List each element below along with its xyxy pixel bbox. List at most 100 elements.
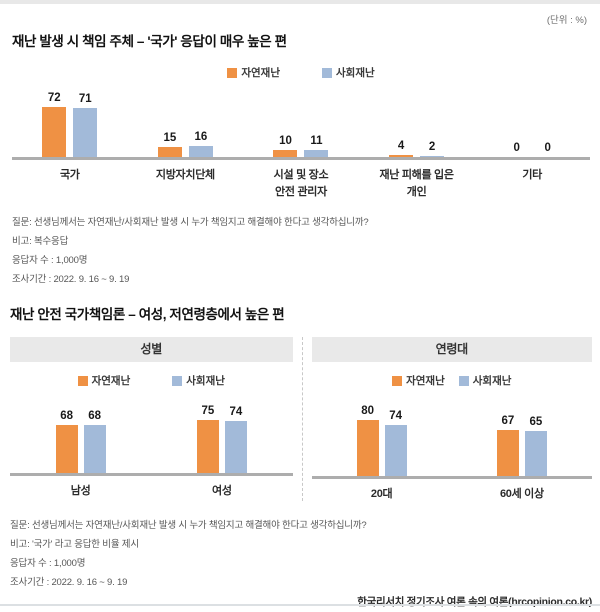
value-label: 80 xyxy=(361,405,375,418)
bar-group: 10 11 xyxy=(243,135,359,158)
category-label: 국가 xyxy=(59,169,80,182)
value-label: 11 xyxy=(310,134,323,147)
bar xyxy=(420,156,445,158)
bar-column: 68 xyxy=(55,410,78,473)
legend: 자연재난 사회재난 xyxy=(10,373,293,388)
value-label: 10 xyxy=(279,135,292,148)
value-label: 0 xyxy=(513,142,520,155)
legend: 자연재난 사회재난 xyxy=(12,65,590,80)
bar-group: 15 16 xyxy=(128,131,244,158)
bar-column: 2 xyxy=(420,141,445,158)
value-label: 0 xyxy=(544,142,551,155)
footnote-line: 비고: '국가' 라고 응답한 비율 제시 xyxy=(10,538,139,550)
legend-item: 자연재난 xyxy=(77,373,131,388)
legend-swatch-icon xyxy=(227,67,238,78)
source-credit: 한국리서치 정기조사 여론 속의 여론(hrcopinion.co.kr) xyxy=(357,595,592,608)
legend-item: 사회재난 xyxy=(172,373,225,388)
category-axis: 20대 60세 이상 xyxy=(312,486,593,503)
plot-area: 72 71 15 16 10 11 4 2 0 0 xyxy=(12,92,590,158)
value-label: 67 xyxy=(501,414,515,427)
value-label: 74 xyxy=(389,409,403,422)
category-label: 60세 이상 xyxy=(499,488,544,501)
bar-pair: 67 65 xyxy=(496,414,547,477)
bar-column: 0 xyxy=(505,142,529,157)
legend-label: 자연재난 xyxy=(91,375,131,388)
section-responsibility: 재난 발생 시 책임 주체 – '국가' 응답이 매우 높은 편 자연재난 사회재… xyxy=(0,0,600,289)
bar xyxy=(273,150,298,158)
plot-area: 80 74 67 65 xyxy=(312,405,593,477)
bar-pair: 15 16 xyxy=(157,131,213,158)
x-axis xyxy=(12,157,590,161)
category-axis: 국가 지방자치단체 시설 및 장소 안전 관리자 재난 피해를 입은 개인 기타 xyxy=(12,167,590,200)
bar-column: 80 xyxy=(356,405,379,477)
section-demographics: 재난 안전 국가책임론 – 여성, 저연령층에서 높은 편 성별 자연재난 사회재… xyxy=(0,303,600,609)
legend: 자연재난 사회재난 xyxy=(312,373,593,388)
x-axis xyxy=(10,472,293,476)
bar xyxy=(224,421,247,473)
bar-pair: 68 68 xyxy=(55,410,106,473)
category-label: 기타 xyxy=(522,169,542,182)
legend-label: 사회재난 xyxy=(336,67,375,79)
category-label: 재난 피해를 입은 개인 xyxy=(379,169,454,198)
value-label: 65 xyxy=(529,415,543,428)
legend-label: 사회재난 xyxy=(186,375,225,388)
footnote-line: 비고: 복수응답 xyxy=(12,236,69,248)
unit-label: (단위 : %) xyxy=(546,15,587,26)
bar-group: 72 71 xyxy=(12,92,128,158)
footnote-line: 응답자 수 : 1,000명 xyxy=(10,557,86,569)
legend-item: 자연재난 xyxy=(227,65,280,80)
legend-swatch-icon xyxy=(77,375,88,386)
bar-column: 74 xyxy=(384,409,407,477)
footnote-line: 조사기간 : 2022. 9. 16 ~ 9. 19 xyxy=(12,274,130,286)
bar-pair: 10 11 xyxy=(273,134,329,158)
bar xyxy=(73,107,98,158)
bar-column: 4 xyxy=(389,139,414,158)
value-label: 68 xyxy=(88,410,102,423)
category-axis: 남성 여성 xyxy=(10,483,293,500)
bottom-divider xyxy=(0,604,600,606)
legend-item: 사회재난 xyxy=(458,373,512,388)
legend-swatch-icon xyxy=(392,375,403,386)
footnotes: 질문: 선생님께서는 자연재난/사회재난 발생 시 누가 책임지고 해결해야 한… xyxy=(10,516,592,592)
legend-swatch-icon xyxy=(458,375,469,386)
legend-item: 사회재난 xyxy=(322,65,375,80)
footnote-line: 질문: 선생님께서는 자연재난/사회재난 발생 시 누가 책임지고 해결해야 한… xyxy=(10,519,367,531)
panel-divider xyxy=(301,337,303,502)
bar-column: 10 xyxy=(273,135,298,158)
bar-column: 72 xyxy=(42,92,67,158)
bar xyxy=(42,107,67,158)
bar xyxy=(196,420,219,473)
legend-label: 자연재난 xyxy=(406,375,445,388)
plot-area: 68 68 75 74 xyxy=(10,405,293,473)
legend-label: 사회재난 xyxy=(472,375,512,388)
value-label: 2 xyxy=(428,141,436,153)
panels: 성별 자연재난 사회재난 68 68 75 74 남성 여성 연령대 자연재난 사회재난 80… xyxy=(10,337,592,503)
value-label: 4 xyxy=(397,139,405,152)
bar-pair: 80 74 xyxy=(356,405,407,477)
bar xyxy=(188,146,213,158)
bar xyxy=(356,420,379,477)
bar xyxy=(524,430,547,477)
panel-gender-header: 성별 xyxy=(10,337,293,363)
bar-column: 68 xyxy=(83,410,106,473)
category-label: 남성 xyxy=(70,484,91,497)
bar-column: 71 xyxy=(73,93,98,158)
bar-column: 67 xyxy=(496,414,519,477)
bar-group: 75 74 xyxy=(151,405,292,473)
bar-column: 0 xyxy=(536,142,560,157)
value-label: 68 xyxy=(60,410,74,423)
bar xyxy=(384,424,407,477)
panel-age: 연령대 자연재난 사회재난 80 74 67 65 20대 60세 이상 xyxy=(311,337,593,503)
bar-chart-age: 80 74 67 65 20대 60세 이상 xyxy=(311,405,593,503)
value-label: 15 xyxy=(163,131,177,144)
bar-column: 74 xyxy=(224,406,247,473)
footnote-line: 응답자 수 : 1,000명 xyxy=(12,255,88,267)
bar-pair: 75 74 xyxy=(196,405,247,473)
category-label: 지방자치단체 xyxy=(155,169,215,182)
bar-column: 11 xyxy=(304,134,329,158)
x-axis xyxy=(311,476,592,480)
footnote-line: 조사기간 : 2022. 9. 16 ~ 9. 19 xyxy=(10,576,128,588)
